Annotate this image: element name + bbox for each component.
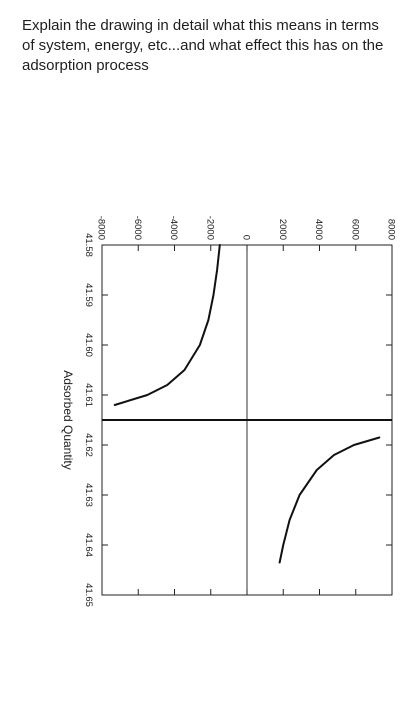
y-tick-label: -8000 bbox=[96, 216, 107, 240]
x-tick-label: 41.64 bbox=[83, 533, 94, 557]
y-tick-label: 8000 bbox=[386, 219, 397, 240]
y-tick-label: -4000 bbox=[168, 216, 179, 240]
x-tick-label: 41.59 bbox=[83, 283, 94, 307]
y-tick-label: 0 bbox=[241, 235, 252, 240]
y-tick-label: 2000 bbox=[277, 219, 288, 240]
y-tick-label: -6000 bbox=[132, 216, 143, 240]
x-tick-label: 41.60 bbox=[83, 333, 94, 357]
y-tick-label: 4000 bbox=[313, 219, 324, 240]
y-tick-label: 6000 bbox=[349, 219, 360, 240]
x-tick-label: 41.63 bbox=[83, 483, 94, 507]
x-tick-label: 41.61 bbox=[83, 383, 94, 407]
curve-branch-1 bbox=[113, 244, 221, 406]
x-tick-label: 41.58 bbox=[83, 233, 94, 257]
x-tick-label: 41.62 bbox=[83, 433, 94, 457]
x-axis-label: Adsorbed Quantity bbox=[61, 370, 75, 469]
x-tick-label: 41.65 bbox=[83, 583, 94, 607]
y-tick-label: -2000 bbox=[204, 216, 215, 240]
curve-branch-2 bbox=[278, 436, 381, 564]
question-text: Explain the drawing in detail what this … bbox=[22, 17, 384, 74]
